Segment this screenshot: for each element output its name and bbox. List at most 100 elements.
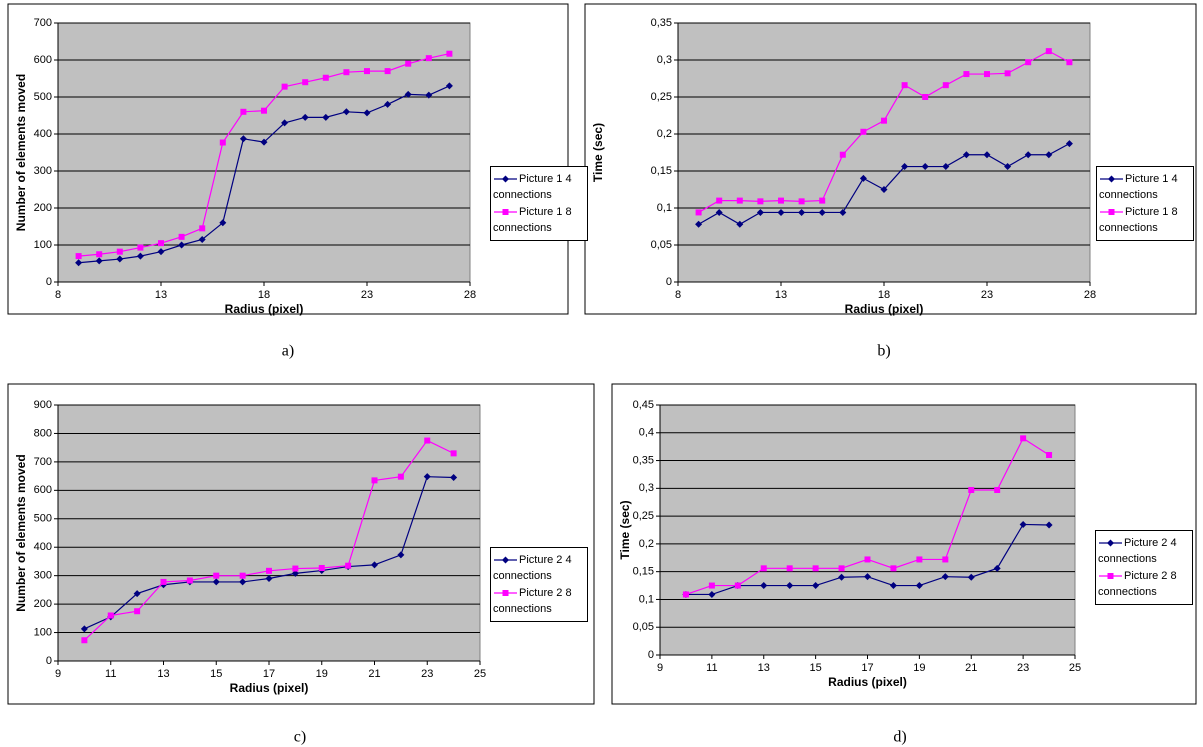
y-tick-label: 300 — [34, 570, 52, 582]
marker — [715, 208, 723, 216]
marker — [75, 253, 82, 260]
legend: Picture 1 4 connections Picture 1 8 conne… — [490, 166, 588, 241]
y-tick-label: 0 — [46, 276, 52, 288]
marker — [777, 208, 785, 216]
marker — [239, 135, 247, 143]
caption: a) — [282, 343, 294, 360]
marker — [812, 582, 820, 590]
marker — [81, 637, 88, 644]
y-tick-label: 400 — [34, 541, 52, 553]
x-tick-label: 9 — [657, 662, 663, 674]
marker — [186, 577, 193, 584]
y-tick-label: 900 — [34, 399, 52, 411]
marker — [157, 248, 165, 256]
marker — [942, 556, 949, 563]
legend-entry: Picture 2 4 connections — [1098, 535, 1190, 567]
plot-area — [659, 404, 1076, 656]
y-tick-label: 0,1 — [639, 593, 654, 605]
marker — [178, 241, 186, 249]
marker — [261, 107, 267, 114]
marker — [450, 474, 458, 482]
marker — [212, 578, 220, 586]
marker — [446, 50, 453, 57]
legend-swatch — [494, 590, 517, 597]
legend-label: Picture 1 4 connections — [493, 173, 572, 201]
y-tick-label: 200 — [34, 202, 52, 214]
y-tick-label: 500 — [34, 513, 52, 525]
marker — [695, 220, 703, 228]
y-tick-label: 0,3 — [639, 482, 654, 494]
legend-label: Picture 2 4 connections — [493, 554, 572, 582]
y-tick-label: 300 — [34, 165, 52, 177]
legend-swatch — [494, 556, 517, 564]
x-tick-label: 18 — [878, 289, 890, 301]
marker — [1045, 521, 1053, 529]
y-tick-label: 500 — [34, 91, 52, 103]
marker — [942, 82, 949, 89]
legend-label: Picture 2 8 connections — [1098, 570, 1177, 598]
y-tick-label: 600 — [34, 484, 52, 496]
marker — [265, 575, 273, 583]
marker — [450, 450, 457, 457]
legend-entry: Picture 1 8 connections — [1099, 204, 1191, 236]
x-tick-label: 17 — [263, 668, 275, 680]
x-tick-label: 8 — [55, 289, 61, 301]
y-tick-label: 200 — [34, 598, 52, 610]
marker — [107, 612, 114, 619]
marker — [302, 79, 309, 86]
marker — [404, 90, 412, 98]
marker — [1108, 175, 1115, 183]
marker — [80, 625, 88, 633]
x-tick-label: 8 — [675, 289, 681, 301]
legend-swatch — [1099, 573, 1122, 580]
marker — [213, 572, 220, 579]
marker — [239, 572, 246, 579]
y-tick-label: 600 — [34, 54, 52, 66]
marker — [881, 117, 887, 124]
marker — [445, 82, 453, 90]
y-axis-label: Time (sec) — [591, 123, 605, 182]
legend: Picture 1 4 connections Picture 1 8 conne… — [1096, 166, 1194, 241]
marker — [363, 109, 371, 117]
marker — [1045, 151, 1053, 159]
marker — [993, 564, 1001, 572]
legend-label: Picture 2 8 connections — [493, 587, 572, 615]
marker — [1025, 59, 1032, 66]
marker — [136, 252, 144, 260]
y-tick-label: 700 — [34, 17, 52, 29]
y-tick-label: 0,15 — [651, 165, 672, 177]
legend-entry: Picture 1 8 connections — [493, 204, 585, 236]
x-tick-label: 13 — [155, 289, 167, 301]
marker — [281, 83, 288, 90]
marker — [760, 582, 768, 590]
x-tick-label: 11 — [706, 662, 717, 674]
y-tick-label: 0,25 — [633, 510, 654, 522]
marker — [880, 186, 888, 193]
marker — [1004, 163, 1012, 171]
marker — [736, 220, 744, 228]
marker — [95, 257, 103, 265]
legend-entry: Picture 1 4 connections — [493, 171, 585, 203]
marker — [916, 556, 923, 563]
x-axis-label: Radius (pixel) — [225, 302, 304, 316]
y-tick-label: 0,3 — [657, 54, 672, 66]
marker — [798, 198, 805, 205]
marker — [901, 82, 908, 89]
marker — [860, 128, 867, 135]
y-tick-label: 0,45 — [633, 399, 654, 411]
x-tick-label: 21 — [368, 668, 380, 680]
marker — [384, 100, 392, 108]
marker — [915, 582, 923, 590]
marker — [942, 163, 950, 171]
caption: b) — [877, 343, 890, 360]
y-tick-label: 0,4 — [639, 427, 654, 439]
x-tick-label: 11 — [105, 668, 116, 680]
marker — [239, 578, 247, 586]
legend-entry: Picture 2 8 connections — [1098, 568, 1190, 600]
x-tick-label: 23 — [361, 289, 373, 301]
x-axis-label: Radius (pixel) — [845, 302, 924, 316]
marker — [199, 225, 206, 232]
marker — [281, 119, 289, 127]
marker — [322, 74, 329, 81]
y-tick-label: 0,1 — [657, 202, 672, 214]
